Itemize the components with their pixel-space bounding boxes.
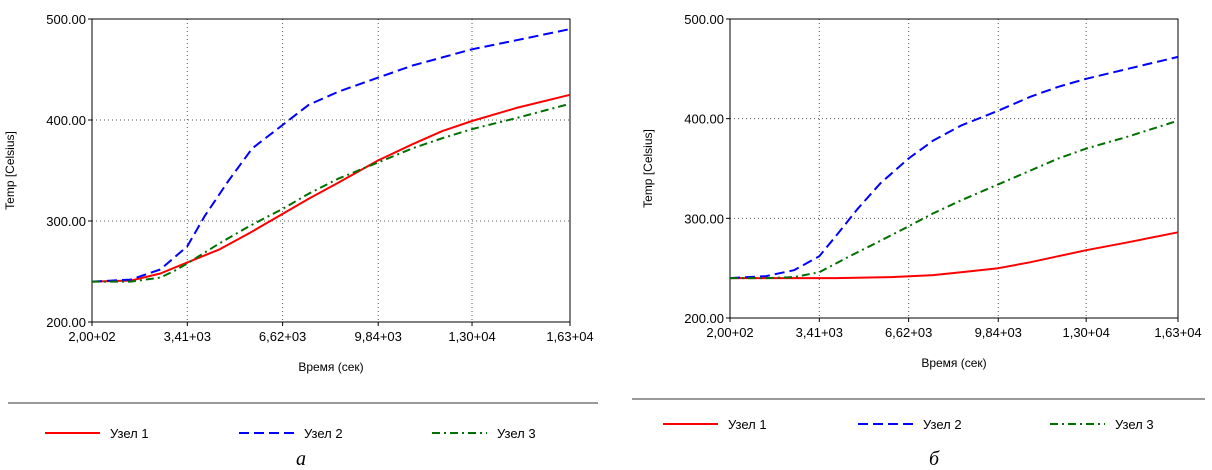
x-tick-label: 2,00+02: [706, 325, 753, 340]
x-tick-label: 1,63+04: [546, 329, 593, 344]
x-tick-label: 6,62+03: [885, 325, 932, 340]
legend-label-1: Узел 1: [110, 426, 149, 441]
x-axis-label: Время (сек): [921, 356, 986, 370]
legend-label-3: Узел 3: [497, 426, 536, 441]
plot-area: [92, 19, 570, 322]
y-tick-label: 400.00: [46, 113, 86, 128]
y-tick-label: 500.00: [684, 12, 724, 27]
x-tick-label: 1,30+04: [1062, 325, 1109, 340]
plot-area: [730, 19, 1178, 318]
x-tick-label: 9,84+03: [975, 325, 1022, 340]
y-tick-label: 200.00: [684, 311, 724, 326]
y-tick-label: 500.00: [46, 12, 86, 27]
series-line-2: [729, 55, 1179, 280]
panel-caption: б: [929, 448, 940, 470]
chart-2: 200.00 300.00 400.00 500.00 2,00+02 3,41+03 6,…: [632, 12, 1205, 470]
x-tick-label: 3,41+03: [796, 325, 843, 340]
x-tick-label: 1,30+04: [448, 329, 495, 344]
y-tick-label: 200.00: [46, 315, 86, 330]
series-line-3: [92, 102, 571, 283]
x-axis-label: Время (сек): [298, 360, 363, 374]
y-tick-label: 300.00: [684, 211, 724, 226]
y-axis-label: Temp [Celsius]: [641, 129, 655, 208]
legend-label-2: Узел 2: [304, 426, 343, 441]
series-line-2: [91, 28, 571, 283]
x-tick-label: 9,84+03: [355, 329, 402, 344]
x-tick-label: 3,41+03: [164, 329, 211, 344]
y-axis-label: Temp [Celsius]: [3, 131, 17, 210]
series-line-1: [91, 93, 571, 283]
plot-frame: [91, 18, 571, 323]
legend-label-2: Узел 2: [923, 417, 962, 432]
y-tick-label: 300.00: [46, 214, 86, 229]
legend-label-3: Узел 3: [1115, 417, 1154, 432]
series-line-1: [730, 231, 1179, 280]
panel-caption: а: [296, 448, 306, 470]
x-tick-label: 2,00+02: [68, 329, 115, 344]
chart-1: 200.00 300.00 400.00 500.00 2,00+02 3,41+03 6,…: [3, 12, 598, 470]
legend-label-1: Узел 1: [728, 417, 767, 432]
x-tick-label: 1,63+04: [1154, 325, 1201, 340]
x-tick-label: 6,62+03: [259, 329, 306, 344]
y-tick-label: 400.00: [684, 112, 724, 127]
plot-frame: [729, 18, 1179, 319]
series-line-3: [730, 119, 1179, 280]
